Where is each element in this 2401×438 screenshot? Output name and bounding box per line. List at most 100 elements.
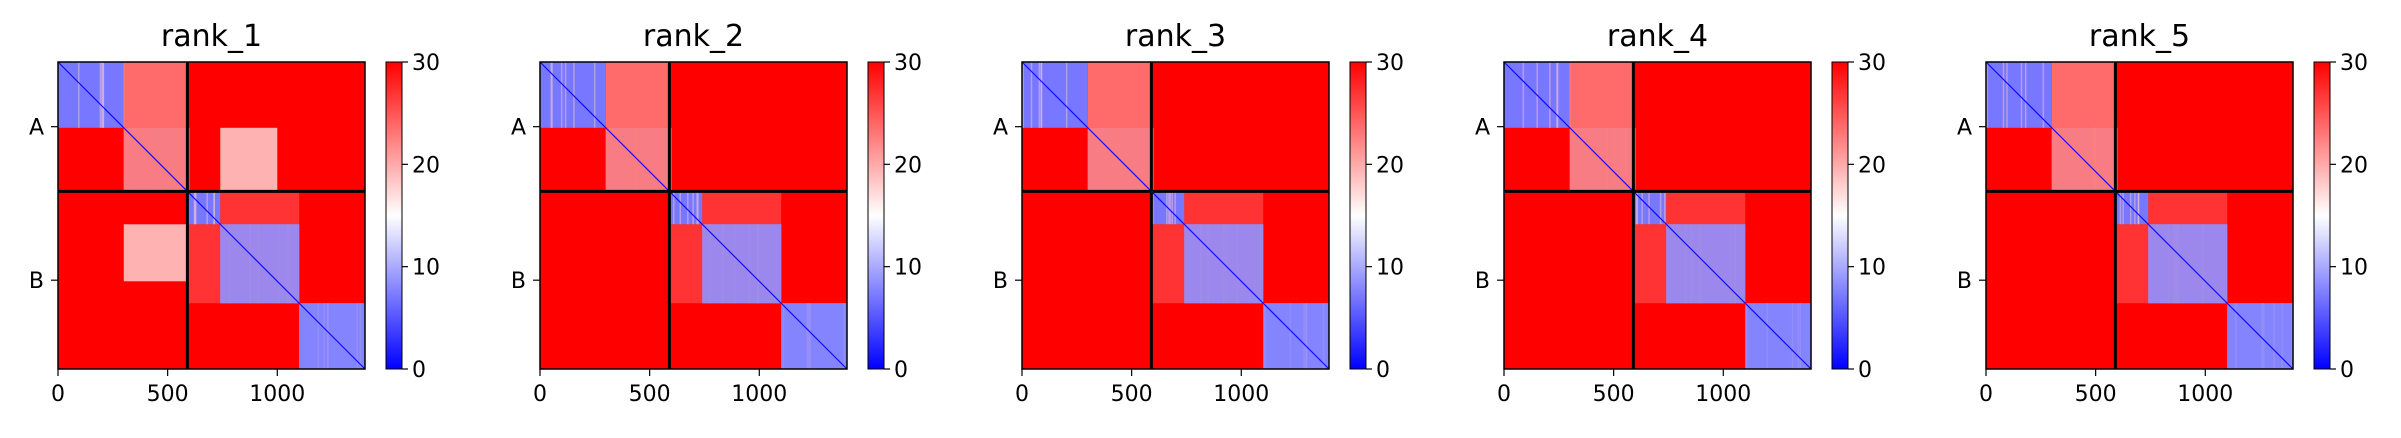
domain-stripe xyxy=(1169,191,1172,225)
domain-stripe xyxy=(2122,191,2124,225)
interchain-block xyxy=(123,224,188,282)
y-chain-label: B xyxy=(511,269,526,294)
x-tick-label: 1000 xyxy=(1695,382,1751,407)
colorbar-tick-label: 20 xyxy=(412,153,440,178)
colorbar-tick-label: 0 xyxy=(1858,358,1872,383)
colorbar-tick-label: 30 xyxy=(1858,51,1886,76)
domain-stripe xyxy=(697,191,699,225)
x-tick-label: 0 xyxy=(1497,382,1511,407)
domain-stripe xyxy=(1641,191,1643,225)
colorbar-tick-label: 30 xyxy=(2340,51,2368,76)
colorbar-tick-label: 10 xyxy=(894,256,922,281)
domain-stripe xyxy=(564,62,567,128)
inter-domain-block xyxy=(2051,62,2116,128)
panel-rank_2: rank_2 0 500 1000 A B 0 10 20 30 xyxy=(511,19,922,407)
domain-stripe xyxy=(1556,62,1559,128)
domain-stripe xyxy=(1659,191,1662,225)
domain-stripe xyxy=(573,62,575,128)
colorbar-tick-label: 20 xyxy=(894,153,922,178)
domain-stripe xyxy=(102,62,104,128)
heatmap-frame xyxy=(57,61,366,370)
colorbar-tick-label: 10 xyxy=(412,256,440,281)
colorbar-tick-label: 0 xyxy=(2340,358,2354,383)
diagonal xyxy=(57,61,366,370)
domain-stripe xyxy=(1168,191,1170,225)
domain-stripe xyxy=(1065,62,1068,128)
heatmap-frame xyxy=(1985,61,2294,370)
colorbar-tick-label: 20 xyxy=(2340,153,2368,178)
domain-stripe xyxy=(1038,62,1041,128)
domain-stripe xyxy=(1636,191,1638,225)
interchain-block xyxy=(220,127,278,192)
colorbar-tick-label: 20 xyxy=(1858,153,1886,178)
domain-stripe xyxy=(1556,62,1558,128)
heatmap-frame xyxy=(539,61,848,370)
y-chain-label: A xyxy=(993,116,1008,141)
domain-stripe xyxy=(2137,191,2140,225)
panel-rank_3: rank_3 0 500 1000 A B 0 10 20 30 xyxy=(993,19,1404,407)
inter-domain-block xyxy=(1184,191,1264,225)
domain-stripe xyxy=(1171,191,1174,225)
panel-rank_5: rank_5 0 500 1000 A B 0 10 20 30 xyxy=(1957,19,2368,407)
domain-stripe xyxy=(696,191,698,225)
domain-stripe xyxy=(2020,62,2023,128)
domain-stripe xyxy=(102,62,105,128)
domain-stripe xyxy=(2042,62,2045,128)
x-tick-label: 500 xyxy=(1593,382,1635,407)
colorbar-tick-label: 10 xyxy=(2340,256,2368,281)
colorbar xyxy=(2313,61,2331,370)
domain-stripe xyxy=(551,62,553,128)
diagonal xyxy=(1021,61,1330,370)
domain-stripe xyxy=(560,62,563,128)
inter-domain-block xyxy=(1087,62,1152,128)
domain-stripe xyxy=(692,191,694,225)
inter-domain-block xyxy=(702,191,782,225)
y-chain-label: B xyxy=(1957,269,1972,294)
domain-stripe xyxy=(1022,62,1024,128)
x-tick-label: 1000 xyxy=(731,382,787,407)
heatmap-frame xyxy=(1503,61,1812,370)
x-tick-label: 0 xyxy=(1979,382,1993,407)
domain-stripe xyxy=(101,62,103,128)
inter-domain-block xyxy=(220,191,300,225)
y-chain-label: B xyxy=(1475,269,1490,294)
colorbar-tick-label: 10 xyxy=(1858,256,1886,281)
domain-stripe xyxy=(2119,191,2122,225)
domain-stripe xyxy=(78,62,80,128)
domain-stripe xyxy=(673,191,675,225)
heatmap-frame xyxy=(1021,61,1330,370)
domain-stripe xyxy=(2006,62,2008,128)
domain-stripe xyxy=(1174,191,1176,225)
inter-domain-block xyxy=(605,62,670,128)
domain-stripe xyxy=(550,62,552,128)
colorbar-tick-label: 30 xyxy=(412,51,440,76)
domain-stripe xyxy=(1636,191,1638,225)
domain-stripe xyxy=(2024,62,2027,128)
x-tick-label: 1000 xyxy=(2177,382,2233,407)
domain-stripe xyxy=(679,191,682,225)
x-tick-label: 500 xyxy=(1111,382,1153,407)
inter-domain-block xyxy=(1569,62,1634,128)
domain-stripe xyxy=(195,191,197,225)
y-chain-label: A xyxy=(511,116,526,141)
domain-stripe xyxy=(1030,62,1033,128)
domain-stripe xyxy=(1664,191,1666,225)
colorbar xyxy=(385,61,403,370)
x-tick-label: 0 xyxy=(533,382,547,407)
domain-stripe xyxy=(2134,191,2136,225)
y-chain-label: B xyxy=(993,269,1008,294)
domain-stripe xyxy=(1986,62,1988,128)
diagonal xyxy=(1503,61,1812,370)
colorbar-tick-label: 20 xyxy=(1376,153,1404,178)
x-tick-label: 0 xyxy=(51,382,65,407)
domain-stripe xyxy=(687,191,689,225)
domain-stripe xyxy=(593,62,596,128)
y-chain-label: A xyxy=(1957,116,1972,141)
domain-stripe xyxy=(1040,62,1043,128)
x-tick-label: 500 xyxy=(147,382,189,407)
panel-title: rank_5 xyxy=(2089,19,2190,54)
domain-stripe xyxy=(206,191,208,225)
panel-rank_4: rank_4 0 500 1000 A B 0 10 20 30 xyxy=(1475,19,1886,407)
colorbar-tick-label: 30 xyxy=(1376,51,1404,76)
x-tick-label: 1000 xyxy=(1213,382,1269,407)
